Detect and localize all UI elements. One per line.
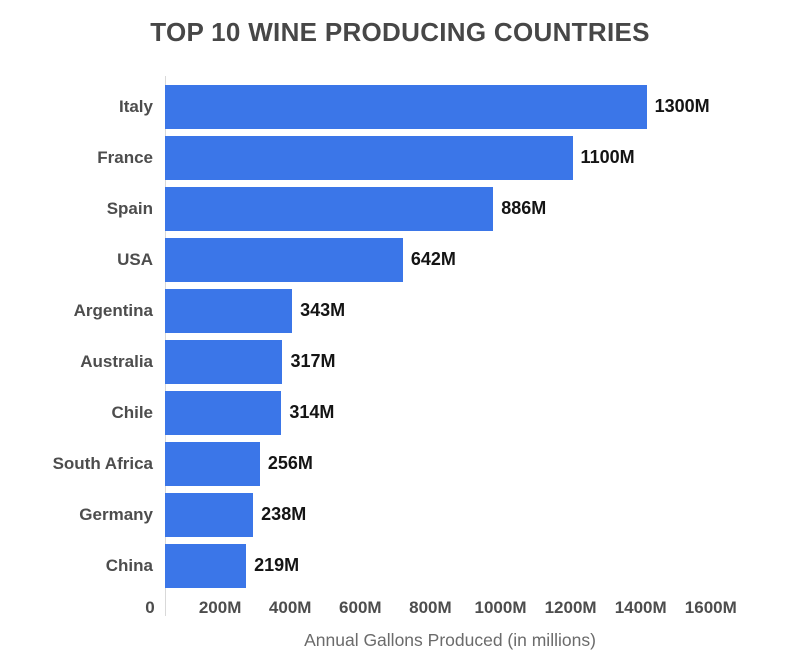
- bar-row: Spain 886M: [0, 183, 800, 234]
- value-label: 343M: [300, 300, 346, 320]
- value-label: 314M: [289, 402, 335, 422]
- x-axis-tick: 600M: [339, 598, 382, 617]
- x-axis-tick: 1600M: [684, 598, 737, 617]
- x-axis-tick: 1400M: [614, 598, 667, 617]
- bar-row: China 219M: [0, 540, 800, 591]
- bar-row: Italy 1300M: [0, 81, 800, 132]
- bar-australia: [165, 339, 283, 384]
- bar-row: Chile 314M: [0, 387, 800, 438]
- value-label: 886M: [501, 198, 547, 218]
- bar-track: 256M: [165, 441, 800, 486]
- bar-row: France 1100M: [0, 132, 800, 183]
- category-label: South Africa: [52, 453, 153, 473]
- category-label: China: [105, 555, 153, 575]
- x-axis-tick: 400M: [268, 598, 312, 617]
- x-axis-tick: 1000M: [474, 598, 527, 617]
- bar-row: Argentina 343M: [0, 285, 800, 336]
- bar-rows: Italy 1300M France 1100M Spain 886M USA 642M Arg…: [0, 81, 800, 591]
- bar-row: Australia 317M: [0, 336, 800, 387]
- x-axis-tick: 1200M: [544, 598, 597, 617]
- x-axis-ticks: 0 200M 400M 600M 800M 1000M 1200M 1400M 1600M: [0, 598, 800, 620]
- bar-row: USA 642M: [0, 234, 800, 285]
- category-label: France: [97, 147, 153, 167]
- category-label: Germany: [79, 504, 153, 524]
- bar-track: 1100M: [165, 135, 800, 180]
- value-label: 219M: [254, 555, 300, 575]
- bar-track: 642M: [165, 237, 800, 282]
- bar-track: 317M: [165, 339, 800, 384]
- bar-chile: [165, 390, 282, 435]
- value-label: 1100M: [580, 147, 635, 167]
- bar-track: 886M: [165, 186, 800, 231]
- bar-row: Germany 238M: [0, 489, 800, 540]
- bar-france: [165, 135, 573, 180]
- x-axis-tick: 0: [145, 598, 155, 617]
- bar-track: 343M: [165, 288, 800, 333]
- bar-argentina: [165, 288, 293, 333]
- category-label: Spain: [106, 198, 153, 218]
- category-label: Australia: [80, 351, 153, 371]
- value-label: 1300M: [654, 96, 710, 116]
- bar-track: 314M: [165, 390, 800, 435]
- bar-italy: [165, 84, 647, 129]
- bar-south-africa: [165, 441, 260, 486]
- chart-title: TOP 10 WINE PRODUCING COUNTRIES: [150, 17, 650, 47]
- category-label: Argentina: [73, 300, 153, 320]
- bar-track: 238M: [165, 492, 800, 537]
- category-label: USA: [117, 249, 153, 269]
- value-label: 642M: [410, 249, 456, 269]
- category-label: Italy: [118, 96, 153, 116]
- value-label: 238M: [261, 504, 307, 524]
- bar-usa: [165, 237, 403, 282]
- x-axis-tick: 800M: [409, 598, 452, 617]
- bar-track: 1300M: [165, 84, 800, 129]
- value-label: 256M: [267, 453, 313, 473]
- value-label: 317M: [290, 351, 336, 371]
- x-axis-tick: 200M: [198, 598, 242, 617]
- bar-track: 219M: [165, 543, 800, 588]
- category-label: Chile: [111, 402, 153, 422]
- bar-spain: [165, 186, 494, 231]
- bar-row: South Africa 256M: [0, 438, 800, 489]
- bar-china: [165, 543, 247, 588]
- x-axis-label: Annual Gallons Produced (in millions): [304, 630, 596, 650]
- bar-germany: [165, 492, 254, 537]
